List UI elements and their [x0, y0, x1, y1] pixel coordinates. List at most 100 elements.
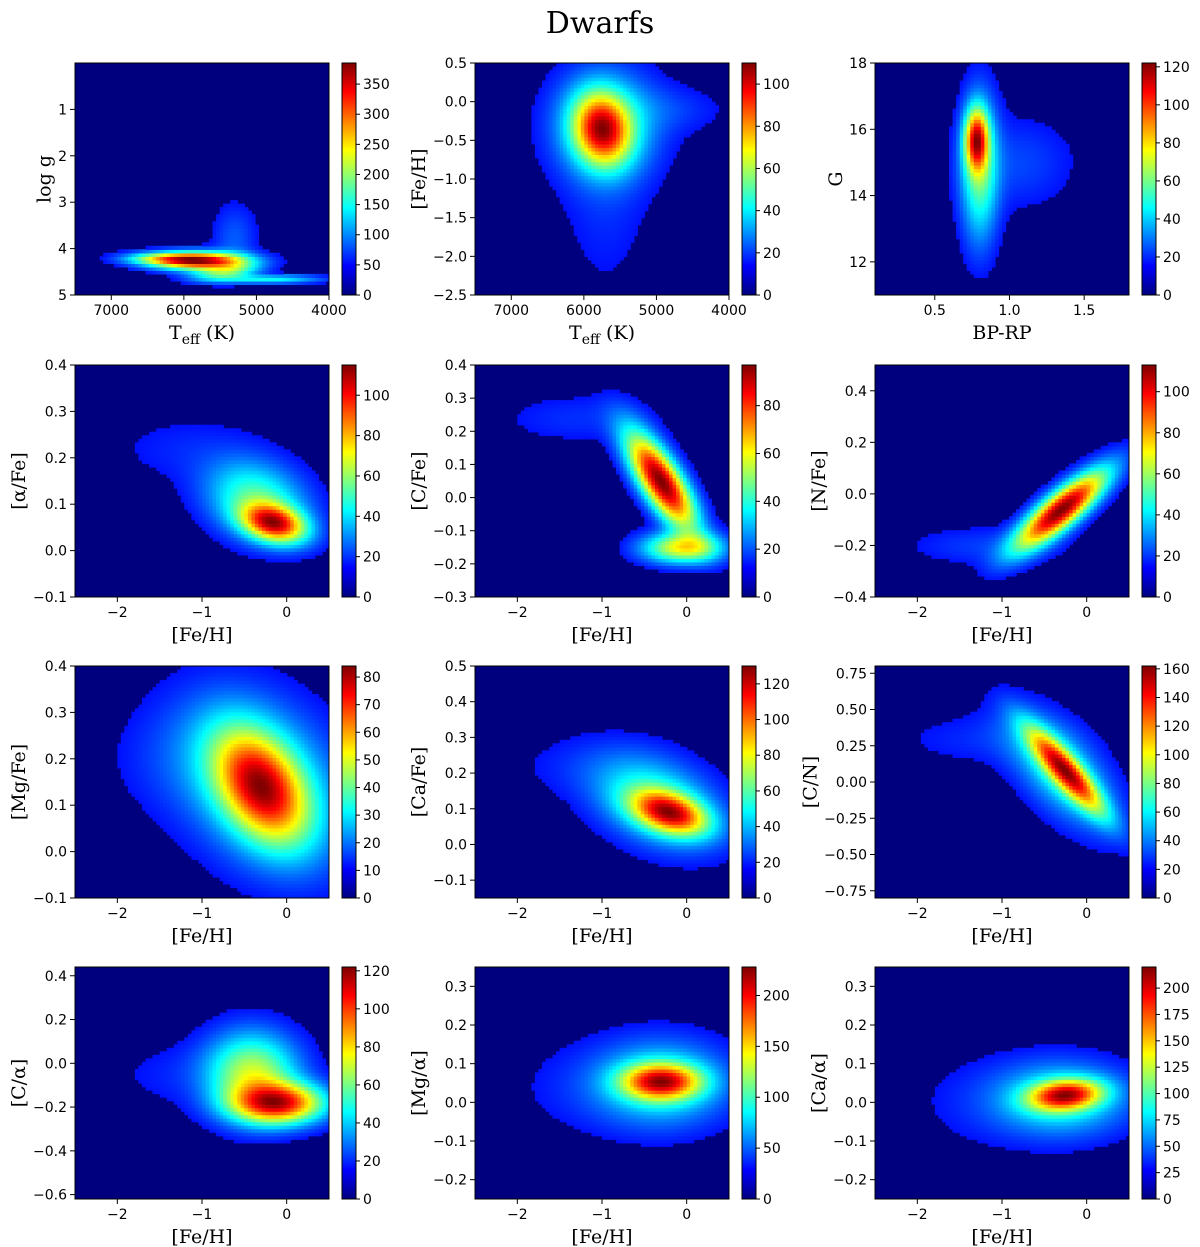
y-tick-label: 0.4 [45, 358, 67, 374]
colorbar-tick-label: 20 [763, 246, 781, 262]
colorbar [741, 62, 757, 296]
colorbar-tick-label: 80 [763, 399, 781, 415]
colorbar-tick-label: 40 [1163, 834, 1181, 850]
y-tick-label: −0.1 [433, 1134, 467, 1150]
colorbar [341, 966, 357, 1200]
colorbar-tick-label: 30 [363, 808, 381, 824]
x-tick-label: 4000 [311, 303, 347, 319]
colorbar-tick-label: 175 [1163, 1007, 1190, 1023]
colorbar-tick-label: 0 [763, 288, 772, 304]
x-tick-label: 0.5 [924, 303, 946, 319]
colorbar-tick-label: 20 [1163, 862, 1181, 878]
panel-7: −2 −1 0 −0.1 0.0 0.1 0.2 0.3 0.4 [Fe/H] [Mg/Fe] 0 10… [8, 659, 381, 947]
plot-frame [874, 62, 1130, 296]
colorbar-tick-label: 25 [1163, 1166, 1181, 1182]
panel-12: −2 −1 0 −0.2 −0.1 0.0 0.1 0.2 0.3 [Fe/H] [Ca/α] 0 25… [808, 966, 1190, 1247]
colorbar-tick-label: 100 [763, 77, 790, 93]
colorbar-tick-label: 200 [763, 988, 790, 1004]
y-tick-label: 0.0 [45, 1056, 67, 1072]
colorbar-tick-label: 80 [363, 429, 381, 445]
colorbar-tick-label: 300 [363, 107, 390, 123]
y-tick-label: 18 [849, 56, 867, 72]
y-axis-label: [Fe/H] [408, 148, 430, 209]
y-axis-label: [Ca/α] [808, 1053, 830, 1113]
colorbar-tick-label: 80 [1163, 426, 1181, 442]
y-tick-label: −0.25 [824, 811, 867, 827]
x-tick-label: 6000 [566, 303, 602, 319]
y-tick-label: 0.2 [45, 451, 67, 467]
x-tick-label: 7000 [493, 303, 529, 319]
y-tick-label: 0.25 [836, 739, 867, 755]
colorbar-tick-label: 60 [363, 1078, 381, 1094]
colorbar-tick-label: 100 [363, 388, 390, 404]
colorbar [341, 665, 357, 899]
colorbar-tick-label: 60 [1163, 467, 1181, 483]
y-tick-label: 0.1 [445, 457, 467, 473]
colorbar-tick-label: 40 [1163, 508, 1181, 524]
x-axis-label: [Fe/H] [171, 624, 232, 646]
y-tick-label: 0.4 [845, 384, 867, 400]
colorbar-tick-label: 150 [763, 1039, 790, 1055]
y-axis-label: [C/Fe] [408, 451, 430, 510]
y-tick-label: −0.1 [33, 891, 67, 907]
y-tick-label: 1 [58, 102, 67, 118]
x-tick-label: 6000 [166, 303, 202, 319]
colorbar [1141, 62, 1157, 296]
colorbar-tick-label: 120 [763, 677, 790, 693]
colorbar-tick-label: 20 [763, 855, 781, 871]
x-tick-label: 1.0 [998, 303, 1020, 319]
panel-9: −2 −1 0 −0.75 −0.50 −0.25 0.00 0.25 0.50 0.75 [Fe/… [800, 662, 1190, 947]
panel-10: −2 −1 0 −0.6 −0.4 −0.2 0.0 0.2 0.4 [Fe/H] [C/α] 0 20… [8, 964, 390, 1247]
plot-frame [74, 62, 330, 296]
y-tick-label: 0.50 [836, 703, 867, 719]
heatmap-density [99, 200, 329, 289]
y-axis-label: [Mg/α] [408, 1050, 430, 1116]
x-axis-label: Teff (K) [169, 322, 235, 348]
colorbar-tick-label: 0 [1163, 288, 1172, 304]
x-tick-label: −2 [907, 1207, 928, 1223]
colorbar [1141, 364, 1157, 598]
y-tick-label: 0.2 [445, 424, 467, 440]
colorbar-tick-label: 100 [1163, 748, 1190, 764]
x-tick-label: 5000 [639, 303, 675, 319]
y-tick-label: −2.0 [433, 249, 467, 265]
x-tick-label: −1 [992, 605, 1013, 621]
colorbar-tick-label: 140 [1163, 691, 1190, 707]
colorbar-tick-label: 75 [1163, 1113, 1181, 1129]
colorbar-tick-label: 0 [763, 1192, 772, 1208]
colorbar-tick-label: 80 [363, 670, 381, 686]
y-tick-label: 2 [58, 149, 67, 165]
y-tick-label: 0.5 [445, 56, 467, 72]
colorbar-tick-label: 40 [763, 494, 781, 510]
y-tick-label: 0.2 [445, 766, 467, 782]
heatmap-density [534, 729, 729, 871]
colorbar [741, 966, 757, 1200]
figure-title: Dwarfs [546, 6, 654, 41]
x-tick-label: −1 [192, 605, 213, 621]
y-tick-label: 14 [849, 189, 867, 205]
x-tick-label: 0 [1082, 906, 1091, 922]
y-tick-label: −0.2 [33, 1100, 67, 1116]
x-tick-label: −1 [192, 1207, 213, 1223]
x-tick-label: 5000 [239, 303, 275, 319]
colorbar-tick-label: 40 [763, 820, 781, 836]
panel-11: −2 −1 0 −0.2 −0.1 0.0 0.1 0.2 0.3 [Fe/H] [Mg/α] 0 50… [408, 966, 790, 1247]
colorbar-tick-label: 50 [363, 753, 381, 769]
y-tick-label: 0.00 [836, 775, 867, 791]
y-tick-label: 0.3 [445, 979, 467, 995]
colorbar-tick-label: 20 [363, 836, 381, 852]
x-tick-label: −2 [107, 1207, 128, 1223]
x-tick-label: 7000 [93, 303, 129, 319]
y-tick-label: −0.1 [433, 524, 467, 540]
panel-2: 7000 6000 5000 4000 −2.5 −2.0 −1.5 −1.0 −0.5 0.0 0… [408, 56, 790, 348]
y-tick-label: 0.0 [445, 95, 467, 111]
x-axis-label: [Fe/H] [571, 1226, 632, 1247]
colorbar-tick-label: 20 [763, 542, 781, 558]
y-tick-label: 0.0 [445, 1095, 467, 1111]
panel-6: −2 −1 0 −0.4 −0.2 0.0 0.2 0.4 [Fe/H] [N/Fe] 0 20 40 6… [808, 364, 1190, 646]
colorbar [1141, 966, 1157, 1200]
colorbar-tick-label: 80 [1163, 136, 1181, 152]
x-tick-label: −2 [507, 605, 528, 621]
colorbar-tick-label: 125 [1163, 1060, 1190, 1076]
